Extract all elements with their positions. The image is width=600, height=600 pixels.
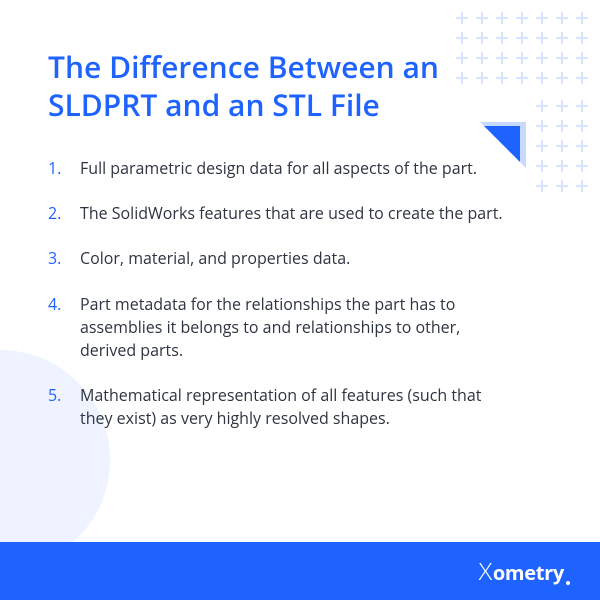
list-item: Part metadata for the relationships the … xyxy=(48,293,518,363)
list-item: Full parametric design data for all aspe… xyxy=(48,157,518,180)
list-item: Color, material, and properties data. xyxy=(48,247,518,270)
brand-name: ometry xyxy=(493,559,564,586)
numbered-list: Full parametric design data for all aspe… xyxy=(48,157,518,431)
footer-bar: Xometry xyxy=(0,542,600,600)
page-title: The Difference Between an SLDPRT and an … xyxy=(48,48,488,123)
list-item: The SolidWorks features that are used to… xyxy=(48,202,518,225)
content-area: The Difference Between an SLDPRT and an … xyxy=(0,0,600,431)
brand-logo: Xometry xyxy=(479,555,570,588)
list-item: Mathematical representation of all featu… xyxy=(48,384,518,430)
brand-dot-icon xyxy=(566,581,570,585)
brand-prefix: X xyxy=(479,555,492,588)
